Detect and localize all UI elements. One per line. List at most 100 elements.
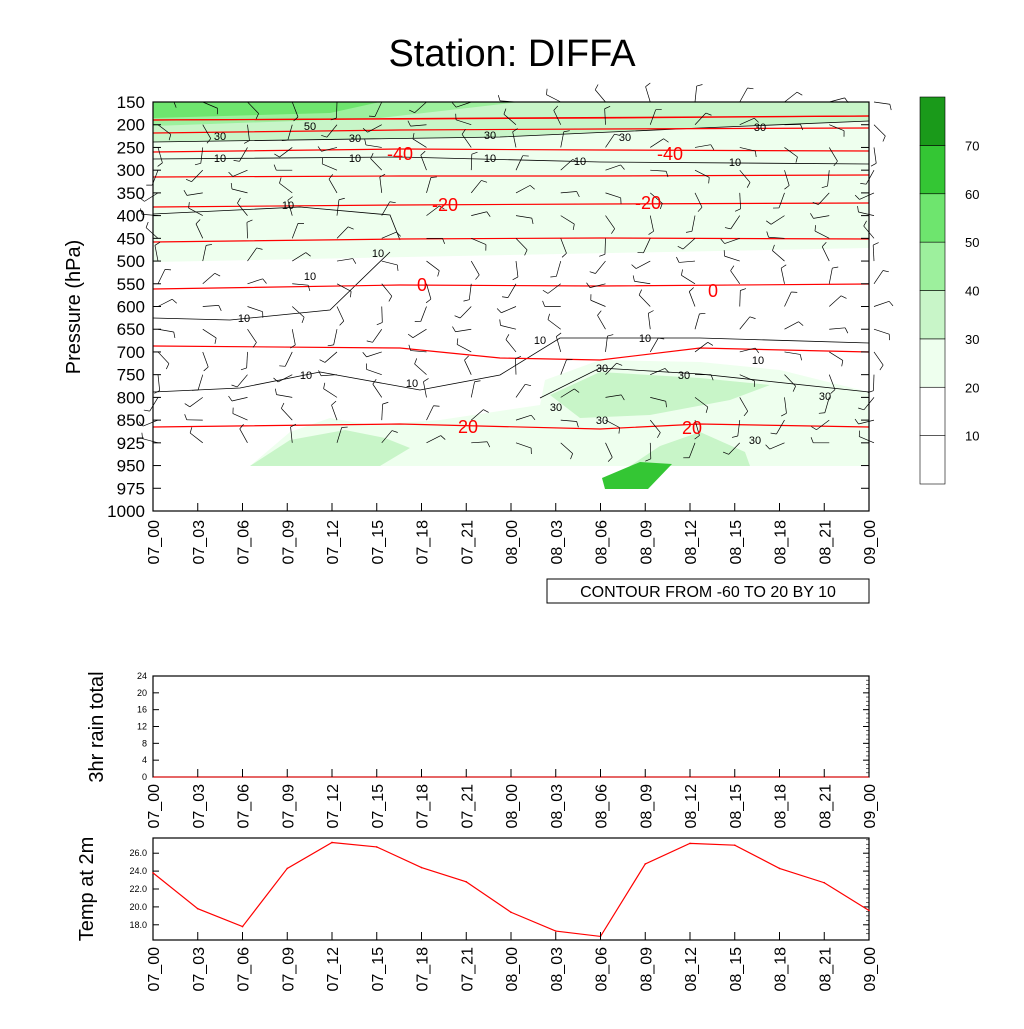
wind-barb (874, 102, 890, 104)
wind-label: 30 (550, 402, 562, 414)
wind-label: 30 (596, 363, 608, 375)
time-tick-label: 07_12 (325, 947, 342, 992)
wind-barb-flag (353, 259, 356, 264)
time-tick-label: 08_15 (728, 784, 745, 829)
temp-point (197, 908, 199, 910)
wind-barb-flag (699, 313, 705, 314)
wind-barb-flag (632, 265, 637, 269)
wind-barb (650, 338, 658, 352)
wind-label: 10 (304, 271, 316, 283)
wind-barb-flag (548, 314, 550, 320)
rain-axis-label: 3hr rain total (86, 671, 108, 782)
time-tick-label: 07_09 (280, 784, 297, 829)
wind-barb-flag (172, 299, 176, 303)
wind-barb-flag (799, 322, 804, 326)
temp-label-minus20: -20 (635, 193, 661, 213)
time-tick-label: 07_03 (191, 784, 208, 829)
wind-barb (679, 261, 695, 262)
wind-barb (595, 90, 605, 102)
time-tick-label: 07_15 (370, 784, 387, 829)
wind-barb (150, 397, 158, 411)
pressure-tick-label: 400 (117, 207, 145, 226)
wind-barb-flag (483, 410, 488, 413)
wind-barb (292, 307, 304, 318)
wind-barb (874, 125, 885, 136)
time-tick-label: 08_21 (817, 784, 834, 829)
wind-barb (695, 342, 708, 352)
wind-barb-flag (648, 311, 653, 314)
time-tick-label: 07_03 (191, 947, 208, 992)
wind-barb (373, 384, 382, 397)
wind-barb (324, 389, 337, 398)
temp-series (153, 842, 869, 936)
wind-label: 30 (596, 415, 608, 427)
wind-barb (203, 329, 216, 338)
time-tick-label: 08_18 (773, 784, 790, 829)
wind-barb-flag (633, 275, 634, 281)
time-tick-label: 08_15 (728, 520, 745, 565)
time-tick-label: 08_03 (549, 520, 566, 565)
wind-barb-flag (681, 269, 682, 275)
wind-barb (237, 375, 247, 387)
temp-label-minus40: -40 (657, 144, 683, 164)
colorbar-bin (920, 242, 945, 290)
wind-barb-flag (423, 378, 428, 381)
shade-lower-60 (602, 462, 672, 489)
time-tick-label: 08_00 (504, 784, 521, 829)
colorbar-tick-label: 10 (965, 429, 979, 444)
wind-barb (469, 284, 471, 300)
pressure-tick-label: 975 (117, 479, 145, 498)
wind-barb (248, 307, 263, 312)
wind-barb (190, 433, 203, 443)
time-tick-label: 09_00 (862, 784, 879, 829)
temp-point (779, 868, 781, 870)
wind-barb-flag (498, 95, 500, 101)
wind-barb (373, 329, 382, 342)
wind-barb (248, 329, 257, 342)
wind-barb (427, 406, 434, 420)
time-tick-label: 08_12 (683, 784, 700, 829)
wind-barb-flag (871, 163, 876, 166)
wind-barb (421, 307, 427, 322)
time-tick-label: 07_21 (459, 784, 476, 829)
wind-barb (457, 344, 471, 352)
time-tick-label: 08_18 (773, 947, 790, 992)
pressure-tick-label: 925 (117, 434, 145, 453)
wind-barb-flag (463, 300, 469, 301)
wind-barb-flag (215, 338, 216, 344)
wind-barb (689, 292, 695, 307)
wind-barb-flag (219, 305, 222, 310)
temp-label-minus20: -20 (432, 195, 458, 215)
temp-label-0: 0 (708, 281, 718, 301)
wind-barb-flag (475, 381, 481, 382)
wind-barb-flag (502, 297, 508, 298)
time-tick-label: 07_18 (415, 947, 432, 992)
temp-point (376, 846, 378, 848)
wind-label: 30 (484, 130, 496, 142)
time-tick-label: 08_09 (638, 784, 655, 829)
wind-barb (646, 87, 651, 102)
wind-barb (332, 405, 337, 420)
colorbar-bin (920, 387, 945, 435)
wind-barb-flag (332, 401, 337, 405)
wind-barb-flag (302, 317, 304, 323)
wind-barb-flag (841, 296, 846, 299)
wind-barb (464, 360, 471, 375)
time-tick-label: 08_21 (817, 520, 834, 565)
wind-barb-flag (328, 345, 334, 346)
time-tick-label: 09_00 (862, 947, 879, 992)
wind-barb (636, 261, 650, 269)
wind-barb (740, 291, 741, 307)
wind-barb-flag (587, 283, 590, 288)
wind-barb (382, 307, 383, 323)
wind-barb (506, 340, 516, 352)
temp-point (644, 863, 646, 865)
pressure-tick-label: 950 (117, 457, 145, 476)
time-tick-label: 07_09 (280, 947, 297, 992)
wind-barb-flag (543, 301, 545, 307)
wind-barb (634, 281, 650, 284)
wind-barb-flag (800, 354, 801, 360)
wind-barb-flag (590, 272, 596, 274)
time-tick-label: 07_09 (280, 520, 297, 565)
wind-barb-flag (740, 289, 746, 291)
